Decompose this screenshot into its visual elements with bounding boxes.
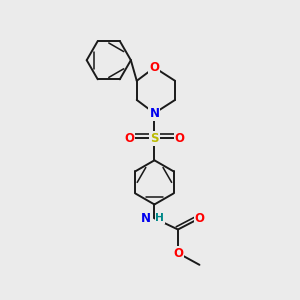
Text: O: O <box>149 61 159 74</box>
Text: O: O <box>194 212 205 225</box>
Text: N: N <box>141 212 151 225</box>
Text: S: S <box>150 132 159 145</box>
Text: N: N <box>149 107 159 120</box>
Text: O: O <box>173 247 183 260</box>
Text: H: H <box>155 213 164 223</box>
Text: O: O <box>124 132 134 145</box>
Text: O: O <box>174 132 184 145</box>
